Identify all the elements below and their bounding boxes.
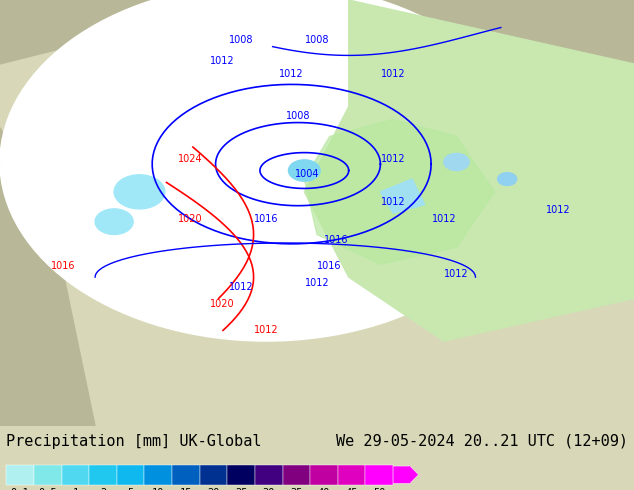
FancyBboxPatch shape <box>365 465 393 485</box>
Text: 2: 2 <box>100 488 106 490</box>
Polygon shape <box>0 128 95 426</box>
Text: 10: 10 <box>152 488 165 490</box>
Text: 15: 15 <box>179 488 192 490</box>
Polygon shape <box>0 0 634 64</box>
Text: 1012: 1012 <box>229 282 253 292</box>
FancyBboxPatch shape <box>145 465 172 485</box>
Circle shape <box>498 172 517 185</box>
Circle shape <box>288 160 320 181</box>
FancyBboxPatch shape <box>255 465 283 485</box>
Text: 45: 45 <box>346 488 358 490</box>
Text: 1024: 1024 <box>178 154 202 164</box>
Circle shape <box>95 209 133 235</box>
Text: 40: 40 <box>318 488 330 490</box>
FancyBboxPatch shape <box>6 465 34 485</box>
FancyBboxPatch shape <box>34 465 61 485</box>
Text: 1004: 1004 <box>295 169 320 179</box>
Text: We 29-05-2024 20..21 UTC (12+09): We 29-05-2024 20..21 UTC (12+09) <box>335 434 628 449</box>
Text: 1012: 1012 <box>381 196 405 207</box>
Text: 0.1: 0.1 <box>11 488 30 490</box>
Text: 50: 50 <box>373 488 385 490</box>
Circle shape <box>444 153 469 171</box>
Text: 1012: 1012 <box>254 324 278 335</box>
Circle shape <box>114 175 165 209</box>
Text: 1020: 1020 <box>178 214 202 223</box>
Text: 1016: 1016 <box>318 261 342 270</box>
FancyArrow shape <box>393 465 418 485</box>
Text: 1012: 1012 <box>444 269 469 279</box>
Text: 1016: 1016 <box>324 235 348 245</box>
FancyBboxPatch shape <box>283 465 310 485</box>
FancyBboxPatch shape <box>338 465 365 485</box>
Text: 25: 25 <box>235 488 247 490</box>
FancyBboxPatch shape <box>89 465 117 485</box>
Text: 30: 30 <box>262 488 275 490</box>
Text: 1020: 1020 <box>210 299 234 309</box>
Text: 5: 5 <box>127 488 134 490</box>
Text: 1012: 1012 <box>381 69 405 79</box>
Text: 1: 1 <box>72 488 79 490</box>
Circle shape <box>0 0 533 341</box>
Text: 1012: 1012 <box>210 56 234 66</box>
Polygon shape <box>304 0 634 341</box>
Text: 0.5: 0.5 <box>39 488 57 490</box>
FancyBboxPatch shape <box>117 465 145 485</box>
Text: 1012: 1012 <box>546 205 570 215</box>
FancyBboxPatch shape <box>228 465 255 485</box>
FancyBboxPatch shape <box>200 465 228 485</box>
Text: 1008: 1008 <box>305 35 329 45</box>
Text: 1012: 1012 <box>305 278 329 288</box>
FancyBboxPatch shape <box>172 465 200 485</box>
Text: 1012: 1012 <box>280 69 304 79</box>
Text: 1012: 1012 <box>381 154 405 164</box>
Text: Precipitation [mm] UK-Global: Precipitation [mm] UK-Global <box>6 434 262 449</box>
FancyBboxPatch shape <box>310 465 338 485</box>
Polygon shape <box>304 120 495 264</box>
Text: 1016: 1016 <box>51 261 75 270</box>
Text: 35: 35 <box>290 488 302 490</box>
Text: 1016: 1016 <box>254 214 278 223</box>
Polygon shape <box>380 179 425 213</box>
Text: 1008: 1008 <box>286 111 310 122</box>
Text: 20: 20 <box>207 488 220 490</box>
FancyBboxPatch shape <box>61 465 89 485</box>
Text: 1012: 1012 <box>432 214 456 223</box>
Text: 1008: 1008 <box>229 35 253 45</box>
